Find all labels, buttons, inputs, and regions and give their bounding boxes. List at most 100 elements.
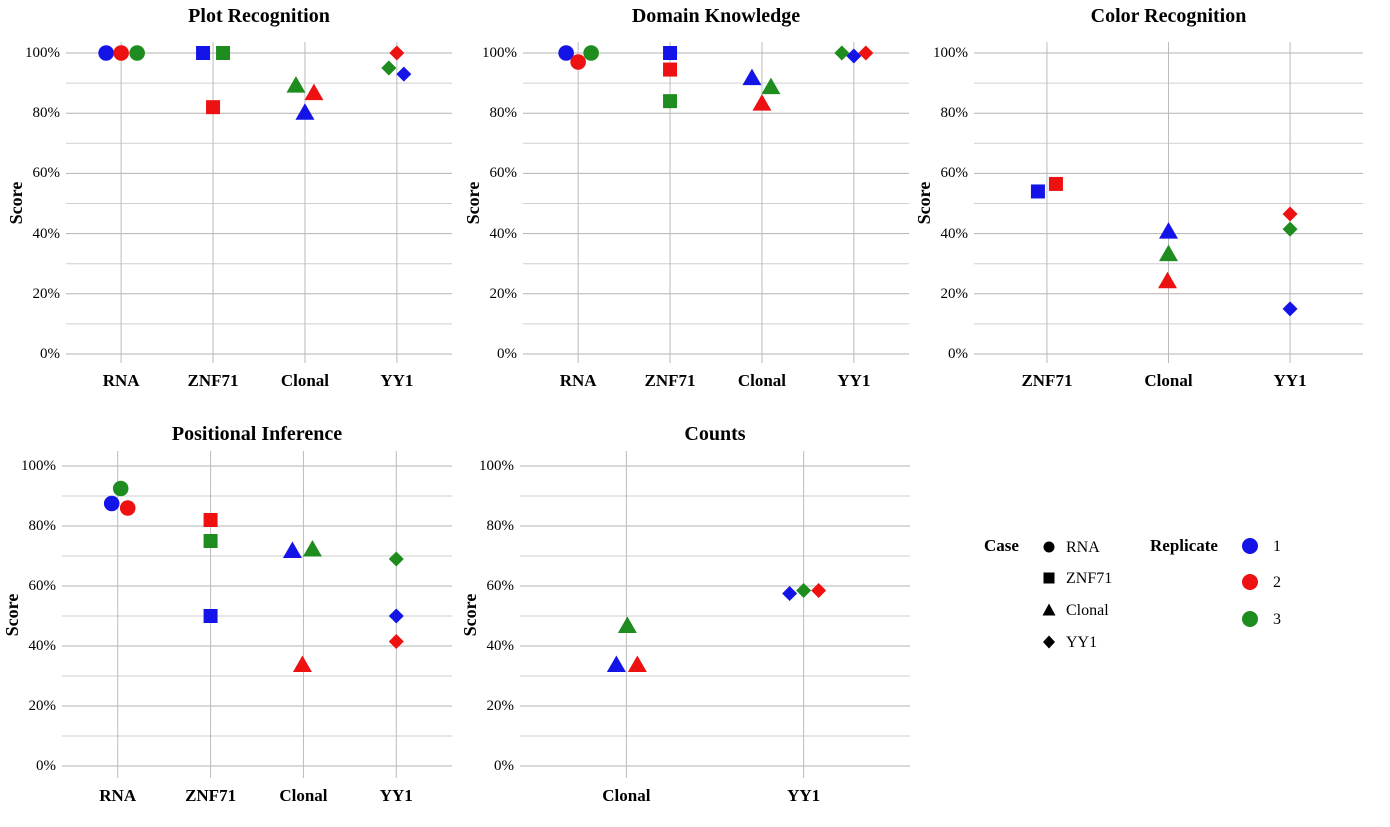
data-point-clonal-rep3	[286, 76, 306, 93]
data-point-rna-rep3	[129, 45, 145, 61]
y-tick-label: 0%	[40, 346, 60, 362]
chart-color-recognition: Color Recognition Score 0% 20% 40% 60% 80% 100%…	[914, 0, 1390, 400]
y-tick-label: 20%	[486, 698, 515, 714]
y-tick-label: 40%	[489, 225, 518, 242]
data-point-znf71-rep2	[1048, 176, 1063, 191]
data-point-znf71-rep3	[203, 534, 218, 548]
legend-replicate-1-swatch	[1242, 538, 1258, 554]
data-point-znf71-rep1	[1030, 184, 1045, 199]
data-point-clonal-rep3	[1159, 244, 1178, 262]
data-point-rna-rep1	[98, 45, 114, 61]
data-point-znf71-rep1	[196, 46, 211, 60]
legend-case-title: Case	[984, 536, 1019, 555]
x-tick-label-yy1: YY1	[1273, 371, 1307, 390]
x-tick-label-clonal: Clonal	[602, 786, 651, 805]
data-point-znf71-rep1	[663, 46, 678, 60]
y-tick-label: 60%	[28, 578, 57, 594]
y-tick-label: 80%	[489, 105, 518, 122]
plot-area-color-recognition	[974, 42, 1363, 363]
y-tick-label: 20%	[940, 285, 969, 302]
data-point-clonal-rep1	[282, 541, 302, 558]
data-point-znf71-rep2	[203, 513, 218, 527]
y-tick-label: 20%	[32, 285, 61, 302]
data-point-rna-rep1	[103, 495, 120, 512]
plot-area-positional-inference	[62, 451, 452, 778]
chart-title-plot-recognition: Plot Recognition	[188, 5, 330, 27]
data-point-clonal-rep3	[617, 616, 637, 633]
x-tick-label-rna: RNA	[99, 786, 137, 805]
y-tick-label: 40%	[28, 638, 57, 654]
x-tick-label-znf71: ZNF71	[187, 371, 239, 390]
legend-replicate-3-swatch	[1242, 611, 1258, 627]
data-point-yy1-rep1	[846, 48, 862, 64]
y-tick-label: 0%	[948, 346, 968, 362]
data-point-yy1-rep2	[1282, 206, 1298, 222]
chart-positional-inference: Positional Inference Score 0% 20% 40% 60% 80% 1…	[0, 400, 463, 827]
data-point-yy1-rep2	[388, 634, 404, 649]
data-point-clonal-rep2	[304, 83, 324, 101]
data-point-znf71-rep2	[206, 100, 221, 115]
data-point-znf71-rep3	[663, 94, 678, 109]
y-tick-label: 20%	[28, 698, 57, 714]
y-axis-label: Score	[914, 181, 934, 224]
data-point-clonal-rep1	[295, 103, 315, 120]
data-point-yy1-rep3	[796, 583, 812, 598]
data-point-yy1-rep1	[1282, 301, 1298, 317]
x-tick-label-yy1: YY1	[380, 371, 414, 390]
x-tick-label-clonal: Clonal	[280, 371, 330, 390]
y-tick-label: 100%	[479, 458, 514, 474]
y-tick-label: 20%	[489, 285, 518, 302]
data-point-clonal-rep1	[742, 68, 762, 86]
x-tick-label-clonal: Clonal	[1144, 371, 1193, 390]
chart-counts: Counts Score 0% 20% 40% 60% 80% 100% Clonal YY1	[460, 400, 926, 827]
y-tick-label: 60%	[940, 165, 969, 182]
y-tick-label: 0%	[497, 346, 517, 362]
y-axis-label: Score	[2, 593, 22, 636]
x-tick-label-yy1: YY1	[787, 786, 821, 805]
y-axis-label: Score	[6, 181, 26, 224]
y-tick-label: 40%	[486, 638, 515, 654]
legend-case-label-znf71: ZNF71	[1066, 570, 1113, 587]
y-tick-label: 100%	[21, 458, 56, 474]
data-point-rna-rep1	[558, 45, 574, 61]
data-point-clonal-rep2	[1158, 271, 1177, 289]
data-point-rna-rep3	[583, 45, 599, 61]
data-point-rna-rep2	[113, 45, 129, 61]
y-tick-label: 40%	[32, 225, 61, 242]
triangle-icon	[1042, 603, 1056, 616]
y-tick-label: 100%	[482, 45, 517, 61]
diamond-icon	[1043, 635, 1055, 649]
legend-case-label-rna: RNA	[1066, 539, 1100, 556]
circle-icon	[1043, 541, 1055, 553]
square-icon	[1043, 572, 1055, 584]
data-point-clonal-rep2	[752, 94, 772, 111]
legend: Case RNA ZNF71 Clonal YY1 Replicate 1 2 …	[926, 400, 1390, 827]
data-point-yy1-rep2	[858, 45, 874, 61]
legend-case-label-yy1: YY1	[1066, 634, 1098, 651]
plot-area-plot-recognition	[66, 42, 452, 363]
data-point-yy1-rep1	[388, 608, 404, 624]
legend-replicate-label-1: 1	[1273, 538, 1281, 555]
legend-replicate-label-2: 2	[1273, 574, 1281, 591]
plot-area-domain-knowledge	[523, 42, 909, 363]
data-point-yy1-rep3	[1282, 221, 1298, 237]
data-point-yy1-rep3	[388, 551, 404, 567]
data-point-znf71-rep1	[203, 609, 218, 623]
chart-title-positional-inference: Positional Inference	[171, 423, 343, 445]
y-axis-label: Score	[463, 181, 483, 224]
data-point-clonal-rep2	[627, 655, 647, 672]
legend-replicate-label-3: 3	[1273, 611, 1281, 628]
chart-domain-knowledge: Domain Knowledge Score 0% 20% 40% 60% 80% 100% R…	[463, 0, 926, 400]
data-point-clonal-rep1	[1159, 222, 1178, 239]
y-tick-label: 80%	[940, 105, 969, 122]
y-tick-label: 100%	[933, 45, 968, 61]
data-point-clonal-rep2	[292, 655, 312, 672]
x-tick-label-yy1: YY1	[379, 786, 413, 805]
y-tick-label: 80%	[28, 518, 57, 534]
y-tick-label: 40%	[940, 225, 969, 242]
chart-plot-recognition: Plot Recognition Score 0% 20% 40% 60% 80% 100% R…	[0, 0, 463, 400]
data-point-yy1-rep3	[834, 45, 850, 61]
data-point-yy1-rep3	[381, 60, 397, 76]
data-point-yy1-rep1	[782, 586, 798, 601]
